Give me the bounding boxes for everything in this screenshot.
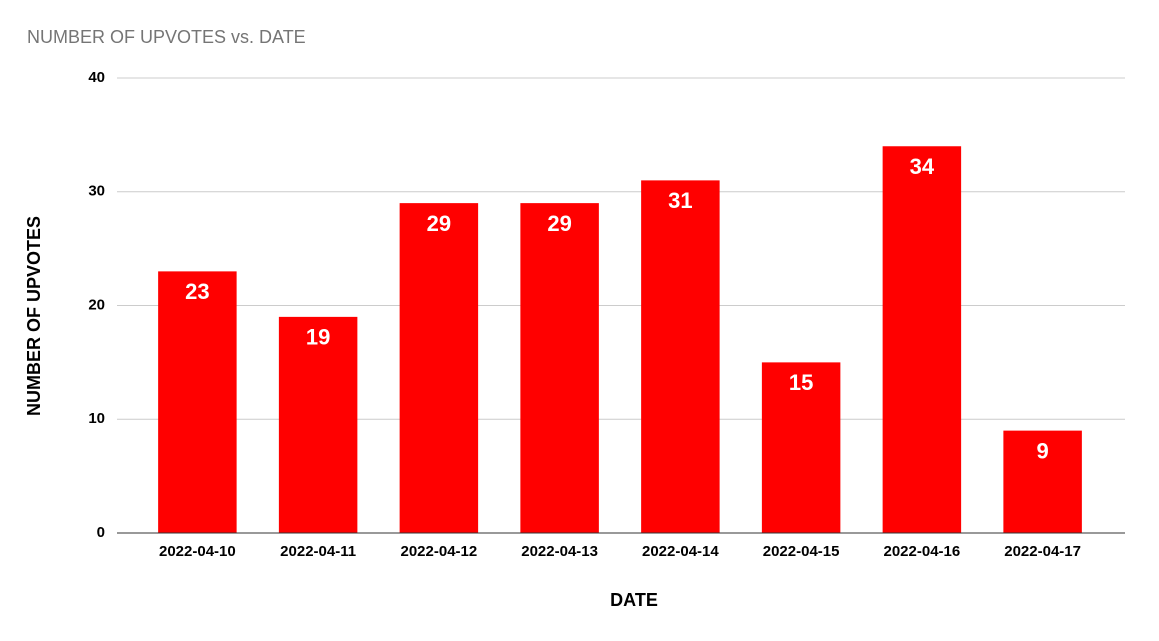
bar bbox=[641, 180, 720, 533]
data-label: 29 bbox=[547, 211, 571, 236]
data-label: 15 bbox=[789, 370, 813, 395]
data-label: 9 bbox=[1037, 438, 1049, 463]
x-tick-label: 2022-04-13 bbox=[521, 543, 598, 560]
data-label: 19 bbox=[306, 325, 330, 350]
bar bbox=[1003, 430, 1082, 533]
data-label: 23 bbox=[185, 279, 209, 304]
bar bbox=[882, 146, 962, 533]
chart-title: NUMBER OF UPVOTES vs. DATE bbox=[27, 27, 306, 47]
data-label: 34 bbox=[910, 154, 935, 179]
x-tick-label: 2022-04-12 bbox=[401, 543, 478, 560]
bar bbox=[761, 362, 841, 533]
bar bbox=[399, 203, 479, 533]
bar bbox=[520, 203, 599, 533]
bar bbox=[278, 316, 358, 533]
x-tick-label: 2022-04-14 bbox=[642, 543, 719, 560]
x-axis-label: DATE bbox=[610, 590, 658, 610]
y-tick-label: 10 bbox=[88, 410, 105, 427]
y-axis-label: NUMBER OF UPVOTES bbox=[24, 216, 44, 416]
x-tick-label: 2022-04-11 bbox=[280, 543, 356, 560]
data-label: 31 bbox=[668, 188, 692, 213]
bar bbox=[158, 271, 237, 533]
y-tick-label: 0 bbox=[97, 524, 105, 541]
data-label: 29 bbox=[427, 211, 451, 236]
y-tick-label: 30 bbox=[88, 183, 105, 200]
y-tick-label: 40 bbox=[88, 69, 105, 86]
x-tick-label: 2022-04-15 bbox=[763, 543, 840, 560]
x-tick-label: 2022-04-17 bbox=[1004, 543, 1081, 560]
y-tick-label: 20 bbox=[88, 296, 105, 313]
x-tick-label: 2022-04-10 bbox=[159, 543, 236, 560]
x-tick-label: 2022-04-16 bbox=[884, 543, 961, 560]
